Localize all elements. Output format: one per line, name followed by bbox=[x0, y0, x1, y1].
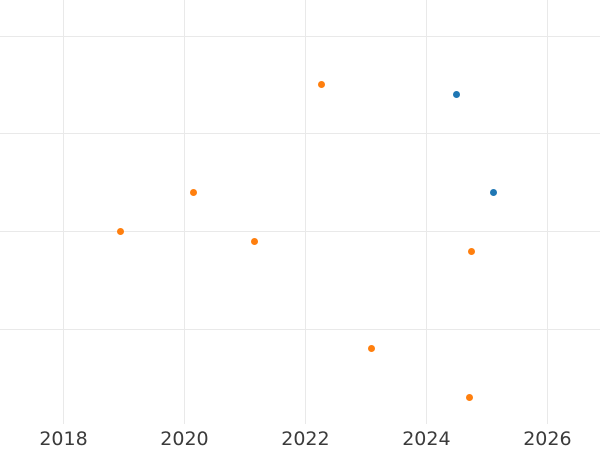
gridline-vertical bbox=[425, 0, 427, 424]
gridline-horizontal bbox=[0, 328, 600, 330]
data-point-orange-series[interactable] bbox=[251, 237, 259, 245]
gridline-vertical bbox=[546, 0, 548, 424]
x-tick-label: 2018 bbox=[39, 428, 88, 450]
gridline-vertical bbox=[304, 0, 306, 424]
data-point-orange-series[interactable] bbox=[368, 345, 376, 353]
data-point-orange-series[interactable] bbox=[116, 228, 124, 236]
gridline-vertical bbox=[183, 0, 185, 424]
data-point-orange-series[interactable] bbox=[190, 188, 198, 196]
plot-area bbox=[0, 0, 600, 424]
x-tick-label: 2026 bbox=[523, 428, 572, 450]
gridline-horizontal bbox=[0, 231, 600, 233]
x-tick-label: 2020 bbox=[160, 428, 209, 450]
gridline-horizontal bbox=[0, 35, 600, 37]
gridline-vertical bbox=[63, 0, 64, 424]
x-tick-label: 2024 bbox=[402, 428, 451, 450]
x-tick-label: 2022 bbox=[281, 428, 330, 450]
data-point-orange-series[interactable] bbox=[318, 81, 326, 89]
data-point-orange-series[interactable] bbox=[467, 247, 475, 255]
data-point-orange-series[interactable] bbox=[466, 394, 474, 402]
gridline-horizontal bbox=[0, 133, 600, 135]
data-point-blue-series[interactable] bbox=[452, 91, 460, 99]
data-point-blue-series[interactable] bbox=[490, 188, 498, 196]
